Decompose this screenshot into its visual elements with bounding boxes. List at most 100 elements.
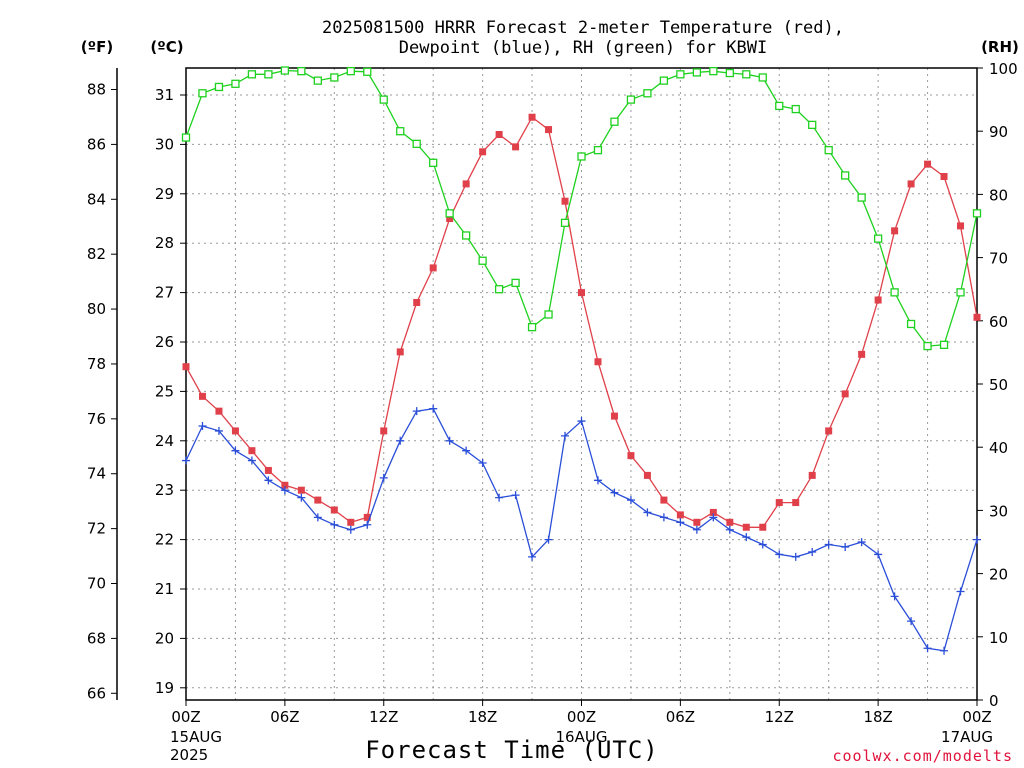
celsius-tick-label: 29 bbox=[155, 185, 174, 203]
series-point-temperature bbox=[627, 452, 635, 460]
series-point-rh bbox=[873, 234, 883, 243]
fahrenheit-tick-label: 80 bbox=[87, 300, 106, 318]
fahrenheit-tick-label: 78 bbox=[87, 355, 106, 373]
series-point-temperature bbox=[792, 499, 800, 507]
series-point-rh bbox=[396, 127, 405, 136]
series-point-temperature bbox=[907, 180, 915, 188]
series-point-temperature bbox=[264, 466, 272, 474]
series-point-rh bbox=[643, 89, 652, 98]
series-point-dewpoint bbox=[528, 552, 537, 561]
series-point-dewpoint bbox=[940, 646, 949, 655]
celsius-tick-label: 23 bbox=[155, 481, 174, 499]
series-point-rh bbox=[676, 70, 685, 79]
series-point-rh bbox=[313, 76, 322, 85]
series-point-rh bbox=[379, 95, 388, 104]
celsius-tick-label: 20 bbox=[155, 629, 174, 647]
rh-tick-label: 70 bbox=[989, 250, 1008, 268]
series-point-temperature bbox=[347, 518, 355, 526]
series-point-dewpoint bbox=[363, 520, 372, 529]
series-point-rh bbox=[923, 341, 932, 351]
chart-title-line2: Dewpoint (blue), RH (green) for KBWI bbox=[399, 38, 767, 58]
series-point-rh bbox=[247, 70, 257, 79]
series-point-temperature bbox=[248, 447, 256, 455]
series-point-rh bbox=[906, 319, 916, 329]
series-point-rh bbox=[725, 68, 734, 78]
series-point-rh bbox=[824, 146, 833, 155]
series-point-rh bbox=[939, 340, 949, 349]
celsius-tick-label: 25 bbox=[155, 382, 174, 400]
series-point-dewpoint bbox=[923, 644, 932, 653]
fahrenheit-tick-label: 82 bbox=[87, 245, 106, 263]
series-point-dewpoint bbox=[412, 407, 421, 416]
series-point-rh bbox=[330, 73, 339, 82]
series-point-dewpoint bbox=[445, 436, 454, 445]
series-point-dewpoint bbox=[478, 459, 487, 468]
series-point-dewpoint bbox=[429, 404, 438, 413]
fahrenheit-tick-label: 84 bbox=[87, 190, 106, 208]
series-point-temperature bbox=[495, 131, 503, 139]
series-point-temperature bbox=[709, 508, 717, 516]
rh-tick-label: 20 bbox=[989, 566, 1008, 584]
series-point-dewpoint bbox=[264, 476, 273, 485]
series-point-rh bbox=[511, 278, 520, 288]
celsius-tick-label: 26 bbox=[155, 333, 174, 351]
series-point-dewpoint bbox=[676, 518, 685, 527]
series-point-dewpoint bbox=[561, 431, 570, 440]
date-label: 15AUG bbox=[170, 728, 222, 746]
fahrenheit-tick-label: 72 bbox=[87, 520, 106, 538]
credit-text: coolwx.com/modelts bbox=[832, 747, 1013, 765]
time-tick-label: 00Z bbox=[962, 708, 991, 726]
series-point-rh bbox=[577, 152, 586, 161]
chart-title-line1: 2025081500 HRRR Forecast 2-meter Tempera… bbox=[322, 18, 844, 38]
time-tick-label: 00Z bbox=[567, 708, 596, 726]
series-point-rh bbox=[461, 231, 471, 240]
time-tick-label: 12Z bbox=[765, 708, 794, 726]
series-point-rh bbox=[857, 193, 866, 202]
fahrenheit-tick-label: 66 bbox=[87, 684, 106, 702]
series-point-dewpoint bbox=[495, 493, 504, 502]
series-point-dewpoint bbox=[808, 547, 817, 556]
series-point-dewpoint bbox=[841, 543, 850, 552]
fahrenheit-tick-label: 68 bbox=[87, 629, 106, 647]
series-point-dewpoint bbox=[775, 550, 784, 559]
series-point-rh bbox=[659, 76, 669, 85]
series-point-dewpoint bbox=[956, 587, 965, 596]
series-point-rh bbox=[593, 146, 603, 155]
series-point-dewpoint bbox=[396, 436, 405, 445]
series-point-rh bbox=[791, 104, 800, 114]
rh-tick-label: 60 bbox=[989, 313, 1008, 331]
series-point-temperature bbox=[545, 126, 553, 134]
series-point-dewpoint bbox=[758, 540, 767, 549]
series-point-rh bbox=[709, 67, 718, 76]
celsius-tick-label: 21 bbox=[155, 580, 174, 598]
series-point-rh bbox=[758, 73, 767, 82]
series-point-rh bbox=[429, 158, 438, 167]
series-point-rh bbox=[692, 68, 702, 77]
series-point-temperature bbox=[215, 407, 223, 415]
series-point-temperature bbox=[429, 264, 437, 272]
series-point-rh bbox=[775, 101, 784, 111]
fahrenheit-tick-label: 88 bbox=[87, 81, 106, 99]
fahrenheit-tick-label: 86 bbox=[87, 135, 106, 153]
series-point-temperature bbox=[924, 160, 932, 168]
series-point-dewpoint bbox=[692, 525, 701, 534]
fahrenheit-tick-label: 76 bbox=[87, 410, 106, 428]
rh-tick-label: 10 bbox=[989, 629, 1008, 647]
series-point-rh bbox=[297, 67, 306, 76]
series-point-temperature bbox=[726, 518, 734, 526]
series-point-temperature bbox=[446, 215, 454, 222]
series-point-temperature bbox=[314, 496, 322, 504]
data-series bbox=[181, 66, 982, 655]
rh-tick-label: 0 bbox=[989, 692, 999, 710]
series-point-rh bbox=[412, 139, 421, 148]
series-point-temperature bbox=[182, 363, 190, 371]
series-point-rh bbox=[264, 70, 273, 79]
series-point-rh bbox=[742, 70, 751, 79]
rh-unit-label: (RH) bbox=[981, 38, 1019, 56]
series-point-rh bbox=[956, 288, 965, 297]
celsius-tick-label: 31 bbox=[155, 86, 174, 104]
axes: 66 68 70 72 74 76 78 80 82 84 86 88 19 20 21 22 23 24 25 26… bbox=[87, 60, 1018, 764]
series-point-temperature bbox=[297, 486, 305, 494]
series-point-temperature bbox=[693, 518, 701, 526]
series-point-temperature bbox=[759, 523, 767, 531]
